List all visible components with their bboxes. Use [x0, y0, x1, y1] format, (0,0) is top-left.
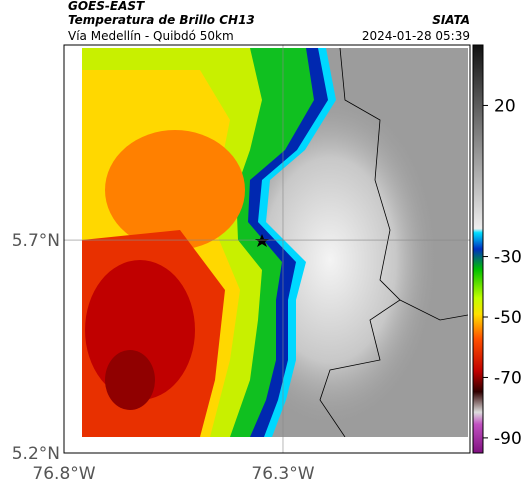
source: SIATA [432, 13, 470, 27]
subtitle: Temperatura de Brillo CH13 [68, 13, 255, 27]
colorbar-tick-label: 20 [494, 96, 516, 116]
map-frame [63, 44, 471, 454]
title: GOES-EAST [68, 0, 145, 13]
colorbar-tick-label: -70 [494, 368, 522, 388]
y-tick-label: 5.2°N [12, 444, 60, 464]
satellite-image [82, 48, 468, 437]
colorbar-tick-label: -50 [494, 308, 522, 328]
y-tick-label: 5.7°N [12, 231, 60, 251]
timestamp: 2024-01-28 05:39 [362, 29, 470, 43]
route: Vía Medellín - Quibdó 50km [68, 29, 234, 43]
colorbar [472, 44, 484, 454]
x-tick-label: 76.8°W [32, 464, 95, 484]
colorbar-tick-label: -30 [494, 248, 522, 268]
x-tick-label: 76.3°W [251, 464, 314, 484]
colorbar-tick-label: -90 [494, 429, 522, 449]
